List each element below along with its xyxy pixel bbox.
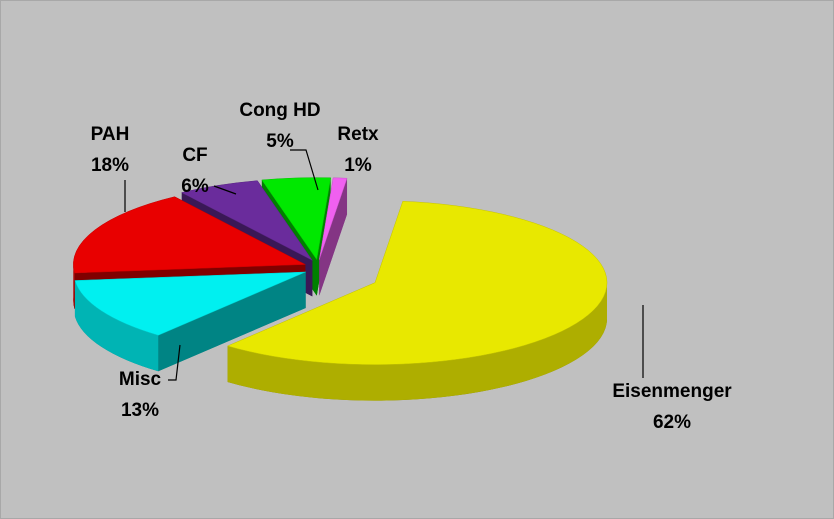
slice-wall bbox=[74, 280, 159, 372]
slice-value-label: 1% bbox=[344, 155, 372, 176]
leader-line bbox=[290, 149, 319, 191]
slice-wall bbox=[227, 282, 608, 401]
leader-line bbox=[213, 185, 237, 195]
slice-value-label: 6% bbox=[181, 176, 209, 197]
slice-label: Cong HD bbox=[239, 100, 320, 121]
slice-label: Eisenmenger bbox=[612, 381, 732, 402]
slice-value-label: 13% bbox=[121, 400, 159, 421]
slice bbox=[180, 180, 313, 261]
pie-slice bbox=[74, 271, 306, 372]
slice-value-label: 5% bbox=[266, 131, 294, 152]
slice-value-label: 62% bbox=[653, 412, 691, 433]
slice-label: Misc bbox=[119, 369, 162, 390]
slice-label: Retx bbox=[337, 124, 379, 145]
slice bbox=[261, 177, 331, 261]
slice bbox=[226, 200, 608, 365]
slice-value-label: 18% bbox=[91, 155, 129, 176]
slice-wall bbox=[73, 264, 75, 310]
pie-slice bbox=[226, 200, 608, 401]
slice-label: CF bbox=[182, 145, 207, 166]
leader-line bbox=[168, 344, 181, 381]
slice bbox=[74, 271, 306, 336]
slice bbox=[319, 177, 348, 260]
pie-slice bbox=[319, 177, 348, 296]
slice-face bbox=[319, 178, 348, 296]
slice-label: PAH bbox=[91, 124, 130, 145]
slice bbox=[73, 196, 307, 274]
